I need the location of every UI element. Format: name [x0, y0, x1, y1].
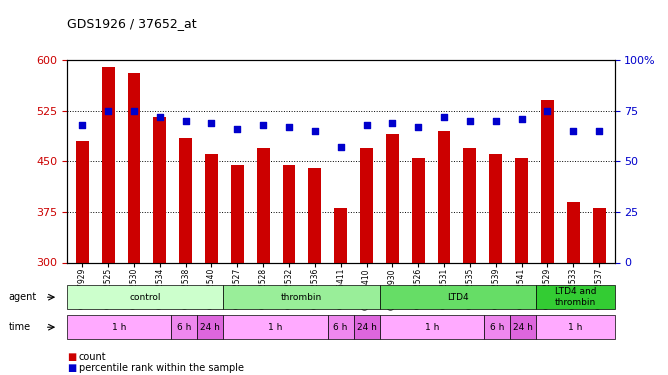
Point: [206, 120, 217, 126]
Point: [103, 108, 114, 114]
Text: LTD4: LTD4: [448, 292, 469, 302]
Bar: [76, 141, 89, 262]
Bar: [489, 154, 502, 262]
Point: [77, 122, 88, 128]
Bar: [541, 100, 554, 262]
Text: 6 h: 6 h: [333, 322, 348, 332]
Bar: [179, 138, 192, 262]
Bar: [205, 154, 218, 262]
Text: agent: agent: [9, 292, 37, 302]
Point: [439, 114, 450, 120]
Bar: [593, 209, 605, 262]
Point: [542, 108, 552, 114]
Text: time: time: [9, 322, 31, 332]
Bar: [102, 67, 115, 262]
Point: [180, 118, 191, 124]
Point: [309, 128, 320, 134]
Point: [387, 120, 397, 126]
Text: thrombin: thrombin: [281, 292, 322, 302]
Point: [413, 124, 424, 130]
Bar: [360, 148, 373, 262]
Text: 24 h: 24 h: [513, 322, 533, 332]
Point: [154, 114, 165, 120]
Bar: [411, 158, 425, 262]
Text: 6 h: 6 h: [490, 322, 504, 332]
Text: GDS1926 / 37652_at: GDS1926 / 37652_at: [67, 17, 196, 30]
Text: 1 h: 1 h: [269, 322, 283, 332]
Bar: [438, 131, 450, 262]
Point: [284, 124, 295, 130]
Bar: [566, 202, 580, 262]
Text: 1 h: 1 h: [425, 322, 439, 332]
Point: [490, 118, 501, 124]
Point: [258, 122, 269, 128]
Point: [594, 128, 605, 134]
Point: [464, 118, 475, 124]
Text: ■: ■: [67, 352, 76, 362]
Bar: [309, 168, 321, 262]
Point: [516, 116, 527, 122]
Bar: [515, 158, 528, 262]
Point: [361, 122, 372, 128]
Point: [335, 144, 346, 150]
Point: [568, 128, 578, 134]
Bar: [464, 148, 476, 262]
Text: 24 h: 24 h: [200, 322, 220, 332]
Bar: [283, 165, 295, 262]
Bar: [154, 117, 166, 262]
Bar: [128, 74, 140, 262]
Text: ■: ■: [67, 363, 76, 373]
Text: control: control: [130, 292, 161, 302]
Bar: [231, 165, 244, 262]
Bar: [386, 134, 399, 262]
Text: 1 h: 1 h: [112, 322, 126, 332]
Point: [232, 126, 242, 132]
Bar: [334, 209, 347, 262]
Text: 6 h: 6 h: [177, 322, 191, 332]
Bar: [257, 148, 270, 262]
Text: percentile rank within the sample: percentile rank within the sample: [79, 363, 244, 373]
Text: 1 h: 1 h: [568, 322, 582, 332]
Text: LTD4 and
thrombin: LTD4 and thrombin: [554, 288, 596, 307]
Text: 24 h: 24 h: [357, 322, 377, 332]
Point: [129, 108, 140, 114]
Text: count: count: [79, 352, 106, 362]
